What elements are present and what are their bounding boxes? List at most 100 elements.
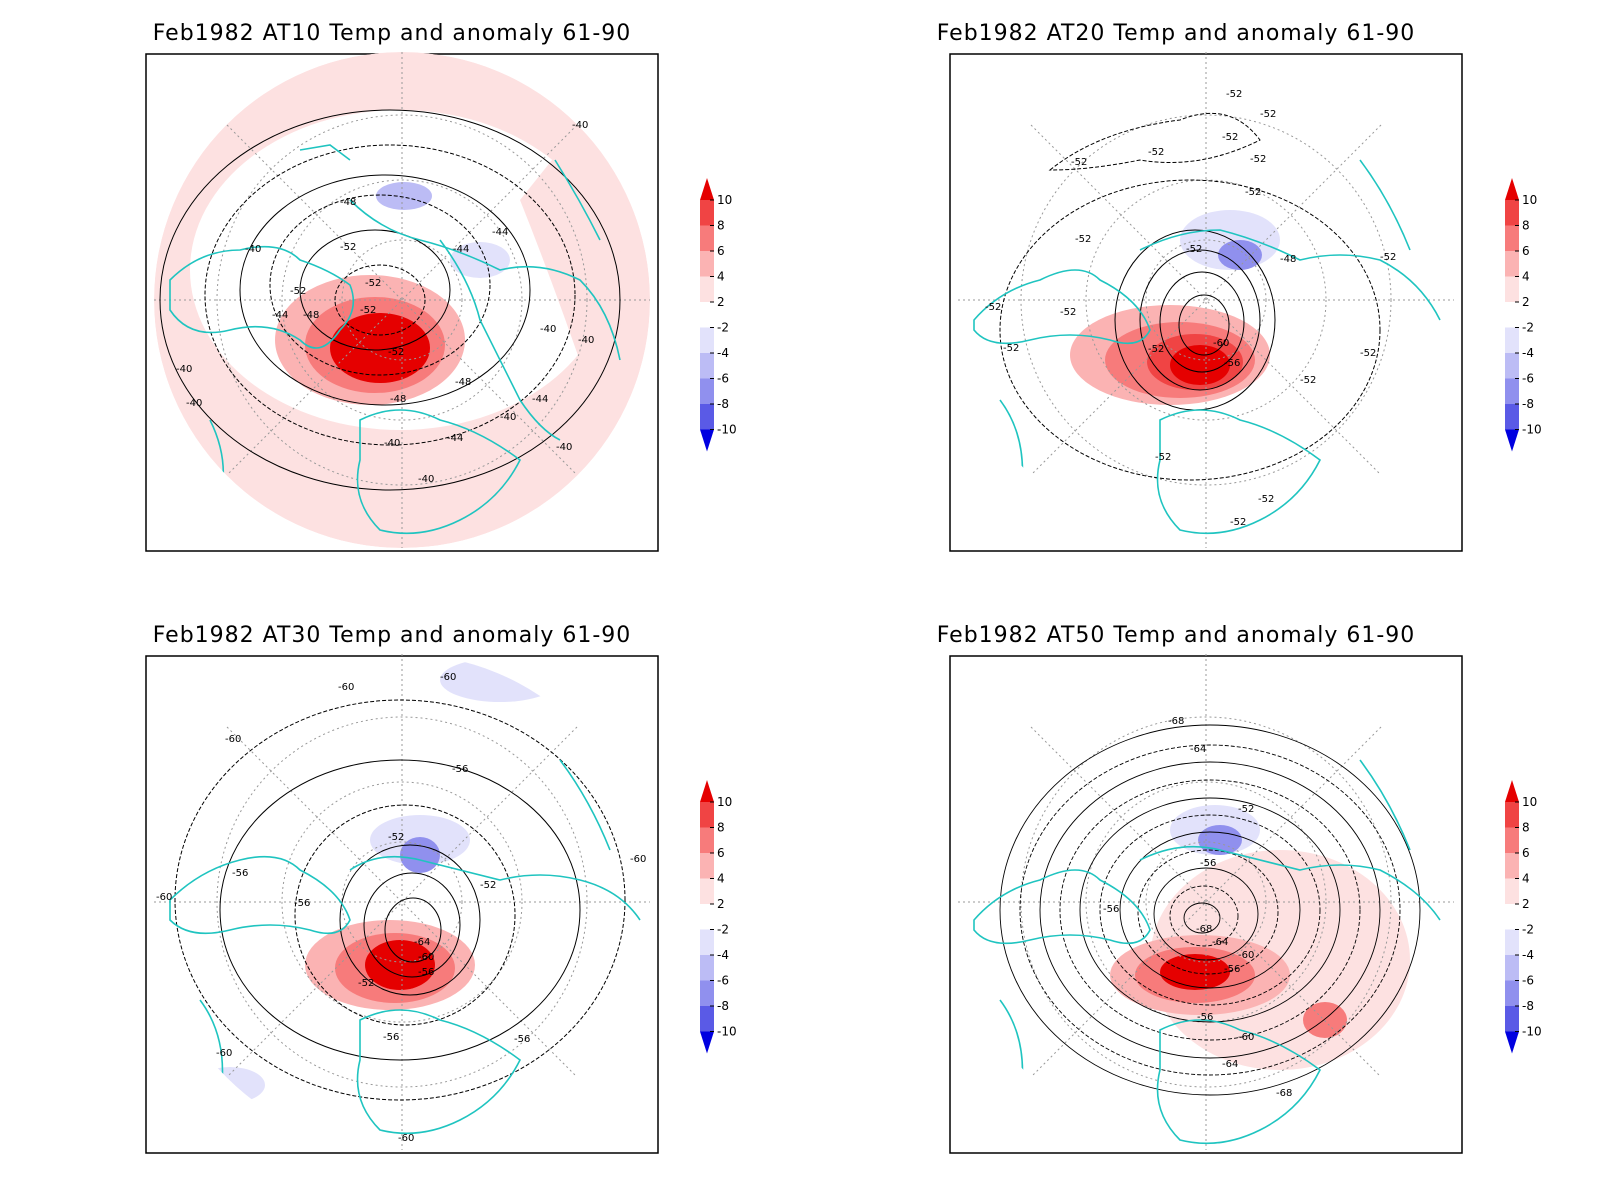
colorbar-tick-label: -6 [717, 974, 729, 988]
colorbar-tick-label: -6 [717, 372, 729, 386]
contour-label: -56 [514, 1034, 530, 1045]
colorbar-segment [1505, 904, 1519, 930]
contour-label: -52 [1222, 132, 1238, 143]
contour-label: -48 [390, 394, 406, 405]
colorbar-tick-label: 4 [1522, 270, 1530, 284]
contour-label: -52 [1148, 147, 1164, 158]
colorbar: 10 8 6 4 2 -2 -4 -6 -8 -10 [700, 178, 737, 452]
colorbar-tick-label: -2 [1522, 923, 1534, 937]
contour-label: -40 [500, 412, 516, 423]
colorbar-segment [1505, 225, 1519, 251]
contour-labels: -52 -52 -52 -52 -52 -52 -52 -52 -52 -60 … [985, 89, 1396, 528]
contour-label: -52 [1186, 244, 1202, 255]
colorbar-segment [1505, 1031, 1519, 1054]
panel-title: Feb1982 AT20 Temp and anomaly 61-90 [937, 21, 1416, 46]
contour-label: -52 [1226, 89, 1242, 100]
contour-label: -64 [414, 937, 430, 948]
colorbar-tick-label: -2 [717, 321, 729, 335]
contour-label: -52 [340, 242, 356, 253]
contour-labels: -40 -44 -48 -52 -52 -52 -52 -48 -44 -40 … [176, 120, 594, 485]
colorbar-tick-label: 8 [1522, 219, 1530, 233]
temperature-contours [159, 109, 621, 491]
graticule [958, 654, 1454, 1150]
contour-label: -52 [1238, 804, 1254, 815]
panel-title: Feb1982 AT30 Temp and anomaly 61-90 [153, 623, 632, 648]
colorbar-segment [700, 327, 714, 353]
colorbar-tick-label: 4 [717, 270, 725, 284]
colorbar-tick-label: 2 [717, 295, 725, 309]
colorbar-tick-label: 8 [717, 821, 725, 835]
contour-labels: -60 -60 -60 -56 -52 -52 -56 -56 -64 -60 … [156, 672, 646, 1144]
colorbar-segment [700, 1031, 714, 1054]
colorbar-segment [1505, 178, 1519, 200]
colorbar-tick-label: -8 [717, 397, 729, 411]
colorbar-segment [700, 251, 714, 277]
contour-label: -44 [272, 310, 288, 321]
contour-label: -52 [480, 880, 496, 891]
contour-label: -68 [1168, 716, 1184, 727]
contour-label: -56 [452, 764, 468, 775]
colorbar-tick-label: 8 [717, 219, 725, 233]
contour-label: -40 [384, 438, 400, 449]
polar-map [958, 52, 1454, 548]
colorbar-segment [700, 955, 714, 981]
contour-label: -40 [186, 398, 202, 409]
contour-label: -52 [1155, 452, 1171, 463]
graticule [154, 52, 650, 548]
temperature-contours [174, 699, 626, 1101]
contour-label: -52 [1075, 234, 1091, 245]
colorbar-tick-label: -4 [717, 346, 729, 360]
contour-label: -60 [418, 952, 434, 963]
panel-title: Feb1982 AT10 Temp and anomaly 61-90 [153, 21, 632, 46]
colorbar-segment [700, 904, 714, 930]
colorbar-segment [1505, 780, 1519, 802]
contour-label: -56 [1103, 904, 1119, 915]
colorbar-segment [1505, 878, 1519, 904]
panel-at30: Feb1982 AT30 Temp and anomaly 61-90 [145, 623, 659, 1154]
contour-label: -52 [1148, 344, 1164, 355]
colorbar-tick-label: 8 [1522, 821, 1530, 835]
colorbar-tick-label: -4 [717, 948, 729, 962]
contour-label: -60 [1238, 1032, 1254, 1043]
colorbar-segment [1505, 200, 1519, 226]
colorbar-tick-label: 6 [1522, 244, 1530, 258]
contour-label: -52 [360, 305, 376, 316]
colorbar-segment [1505, 827, 1519, 853]
colorbar-segment [1505, 929, 1519, 955]
contour-label: -52 [1380, 252, 1396, 263]
panel-at50: Feb1982 AT50 Temp and anomaly 61-90 [937, 623, 1463, 1154]
contour-label: -40 [418, 474, 434, 485]
colorbar-tick-label: -8 [717, 999, 729, 1013]
colorbar-tick-label: -6 [1522, 974, 1534, 988]
contour-label: -40 [556, 442, 572, 453]
contour-label: -52 [1003, 343, 1019, 354]
colorbar-tick-label: 4 [717, 872, 725, 886]
contour-label: -68 [1196, 924, 1212, 935]
contour-label: -56 [232, 868, 248, 879]
colorbar-tick-label: -8 [1522, 397, 1534, 411]
contour-label: -52 [365, 278, 381, 289]
contour-label: -56 [383, 1032, 399, 1043]
contour-label: -60 [398, 1133, 414, 1144]
panel-at10: Feb1982 AT10 Temp and anomaly 61-90 [145, 21, 659, 552]
colorbar-tick-label: -2 [1522, 321, 1534, 335]
panel-title: Feb1982 AT50 Temp and anomaly 61-90 [937, 623, 1416, 648]
colorbar-segment [1505, 302, 1519, 328]
contour-label: -52 [985, 302, 1001, 313]
contour-label: -52 [1300, 375, 1316, 386]
contour-label: -60 [1238, 950, 1254, 961]
contour-label: -52 [290, 286, 306, 297]
colorbar-segment [700, 929, 714, 955]
colorbar-segment [700, 200, 714, 226]
colorbar-tick-label: 10 [1522, 193, 1537, 207]
coastlines [973, 159, 1441, 535]
colorbar-segment [1505, 404, 1519, 430]
contour-label: -52 [1245, 187, 1261, 198]
contour-label: -48 [340, 197, 356, 208]
colorbar-segment [700, 878, 714, 904]
contour-label: -56 [1200, 858, 1216, 869]
colorbar-segment [700, 276, 714, 302]
colorbar-segment [700, 1006, 714, 1032]
contour-label: -60 [440, 672, 456, 683]
